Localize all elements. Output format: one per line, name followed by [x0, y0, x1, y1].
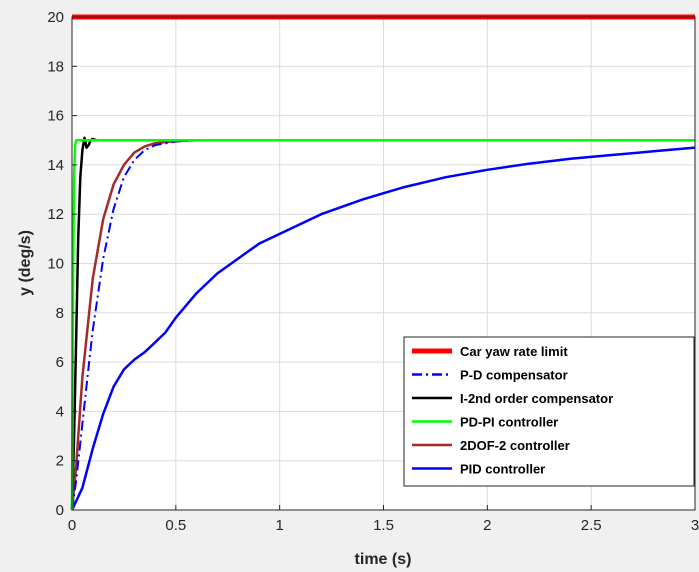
x-tick-label: 2.5 — [581, 517, 602, 534]
x-tick-label: 1.5 — [373, 517, 394, 534]
legend: Car yaw rate limit P-D compensator I-2nd o… — [403, 336, 695, 487]
y-tick-label: 2 — [56, 453, 64, 470]
y-tick-label: 14 — [47, 157, 64, 174]
y-tick-label: 6 — [56, 354, 64, 371]
series-line-3 — [70, 139, 695, 511]
legend-label: I-2nd order compensator — [460, 391, 613, 406]
series-line-5 — [70, 146, 696, 511]
y-tick-label: 8 — [56, 305, 64, 322]
y-tick-label: 4 — [56, 403, 64, 420]
legend-label: Car yaw rate limit — [460, 344, 568, 359]
y-tick-label: 0 — [56, 502, 64, 519]
legend-box — [403, 336, 695, 487]
y-tick-label: 20 — [47, 9, 64, 26]
legend-label: PD-PI controller — [460, 415, 558, 430]
x-tick-label: 0.5 — [165, 517, 186, 534]
y-tick-label: 10 — [47, 256, 64, 273]
x-tick-label: 3 — [691, 517, 699, 534]
legend-label: 2DOF-2 controller — [460, 438, 570, 453]
y-tick-label: 12 — [47, 206, 64, 223]
legend-label: P-D compensator — [460, 368, 568, 383]
x-tick-label: 0 — [68, 517, 76, 534]
axis-ticks: 0 0.5 1 1.5 2 2.5 3 0 2 4 6 8 10 12 14 16 18 20 — [47, 9, 699, 534]
y-tick-label: 18 — [47, 58, 64, 75]
x-tick-label: 1 — [275, 517, 283, 534]
x-tick-label: 2 — [483, 517, 491, 534]
y-tick-label: 16 — [47, 108, 64, 125]
x-axis-label: time (s) — [355, 551, 412, 568]
y-axis-label: y (deg/s) — [17, 230, 34, 296]
legend-label: PID controller — [460, 462, 545, 477]
